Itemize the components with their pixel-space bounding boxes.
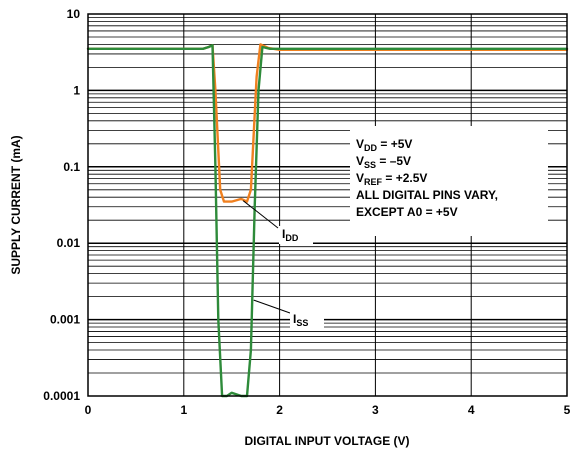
x-tick-label: 1: [180, 403, 187, 417]
series-label-bg: [290, 311, 324, 329]
y-tick-label: 0.1: [63, 160, 80, 174]
leader-line: [253, 299, 291, 314]
annotation-line: VSS = –5V: [356, 154, 411, 170]
y-axis-title: SUPPLY CURRENT (mA): [9, 135, 23, 274]
x-tick-labels: 0 1 2 3 4 5: [85, 403, 571, 417]
y-tick-label: 10: [67, 7, 81, 21]
x-tick-label: 0: [85, 403, 92, 417]
annotation-line: VREF = +2.5V: [356, 171, 427, 187]
series-label-bg: [279, 226, 313, 244]
y-tick-label: 0.01: [57, 236, 81, 250]
plot-frame: [87, 13, 568, 397]
y-tick-label: 0.0001: [43, 389, 80, 403]
x-axis-title: DIGITAL INPUT VOLTAGE (V): [244, 434, 409, 448]
annotation-background: [350, 126, 548, 236]
y-tick-label: 1: [73, 83, 80, 97]
series-label-idd: IDD: [282, 227, 299, 243]
annotation-line: VDD = +5V: [356, 137, 412, 153]
x-tick-label: 3: [372, 403, 379, 417]
annotation-line: EXCEPT A0 = +5V: [356, 205, 458, 219]
series-label-iss: ISS: [293, 312, 308, 328]
annotation-line: ALL DIGITAL PINS VARY,: [356, 188, 498, 202]
y-tick-labels: 0.0001 0.001 0.01 0.1 1 10: [43, 7, 80, 403]
x-tick-label: 4: [468, 403, 475, 417]
y-tick-label: 0.001: [50, 313, 80, 327]
series-labels: IDD ISS: [242, 200, 324, 329]
leader-line: [242, 200, 279, 229]
x-tick-label: 5: [564, 403, 571, 417]
x-tick-label: 2: [276, 403, 283, 417]
